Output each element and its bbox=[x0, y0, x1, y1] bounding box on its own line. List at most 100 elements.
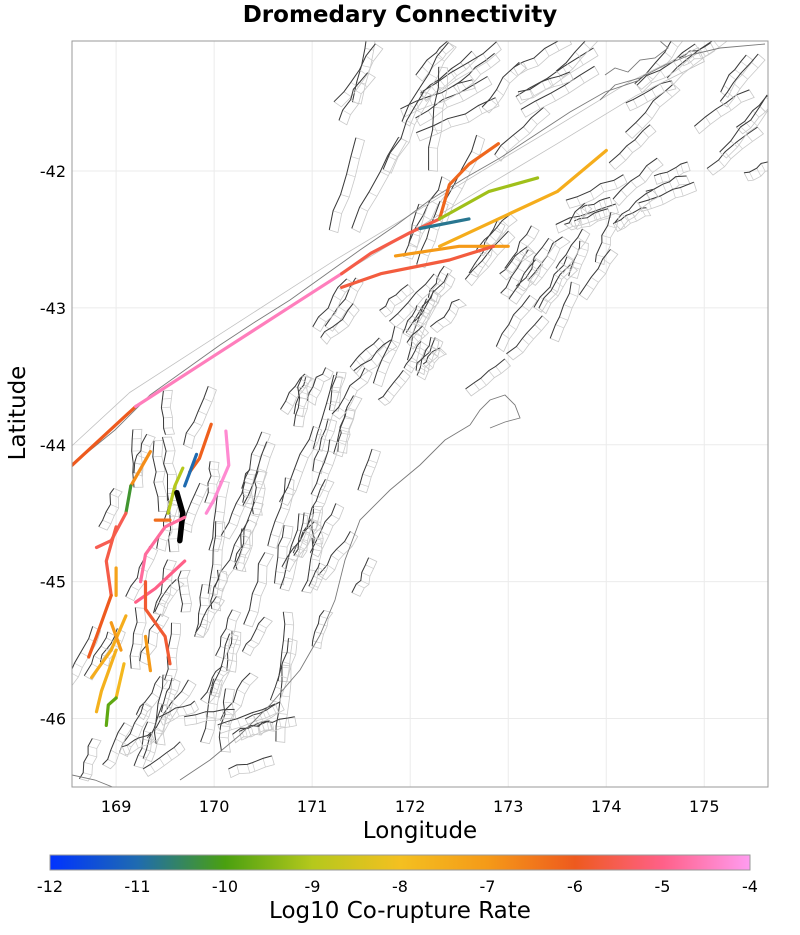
fault-dip-panel-divider bbox=[427, 301, 436, 308]
fault-trace bbox=[608, 124, 651, 164]
fault-dip-panel-divider bbox=[231, 638, 241, 641]
fault-dip-panel-divider bbox=[241, 680, 251, 686]
fault-dip-panel-divider bbox=[640, 207, 646, 217]
fault-dip-panel-divider bbox=[314, 537, 324, 539]
fault-dip-panel-divider bbox=[628, 209, 636, 217]
fault-dip-panel-divider bbox=[519, 284, 527, 291]
fault-dip-panel-divider bbox=[80, 652, 89, 658]
fault-dip-panel-divider bbox=[117, 732, 127, 737]
fault-dip-panel-divider bbox=[331, 514, 340, 520]
fault-dip-panel-divider bbox=[371, 359, 378, 367]
fault-trace bbox=[275, 664, 283, 742]
fault-dip-panel-divider bbox=[297, 386, 307, 389]
fault-dip-panel-divider bbox=[569, 292, 578, 297]
fault-dip-panel-divider bbox=[589, 190, 595, 200]
fault-trace bbox=[594, 212, 612, 263]
fault-dip-panel-divider bbox=[565, 254, 574, 261]
fault-dip-panel-divider bbox=[345, 298, 353, 305]
fault-dip-panel-divider bbox=[381, 359, 391, 364]
fault-trace bbox=[406, 325, 423, 343]
fault-trace bbox=[200, 665, 223, 700]
fault-trace bbox=[309, 503, 337, 553]
fault-trace bbox=[280, 373, 306, 410]
section-moonlight-upper bbox=[139, 515, 187, 584]
fault-dip-panel-divider bbox=[526, 332, 534, 340]
fault-dip-panel-divider bbox=[130, 655, 140, 658]
fault-dip-panel-divider bbox=[387, 390, 395, 397]
fault-dip-panel-divider bbox=[409, 338, 417, 346]
fault-dip-panel-divider bbox=[521, 305, 530, 312]
fault-dip-panel-divider bbox=[166, 752, 172, 761]
fault-dip-panel-divider bbox=[666, 172, 671, 181]
fault-dip-panel-divider bbox=[344, 417, 354, 420]
fault-dip-panel-divider bbox=[298, 407, 308, 410]
fault-dip-panel-divider bbox=[415, 350, 423, 356]
fault-trace bbox=[694, 89, 750, 127]
fault-trace bbox=[207, 521, 217, 594]
fault-trace bbox=[72, 626, 94, 671]
fault-trace bbox=[614, 189, 653, 224]
fault-dip-panel-divider bbox=[236, 689, 246, 695]
fault-dip-panel-divider bbox=[280, 695, 290, 698]
fault-dip-panel-divider bbox=[553, 274, 562, 280]
fault-dip-panel-divider bbox=[319, 449, 329, 453]
fault-dip-panel-divider bbox=[383, 344, 390, 352]
fault-trace bbox=[328, 137, 357, 230]
fault-trace bbox=[279, 513, 300, 589]
fault-dip-panel-divider bbox=[133, 633, 143, 635]
fault-dip-panel-divider bbox=[248, 494, 258, 499]
fault-dip-panel-divider bbox=[235, 503, 245, 508]
fault-dip-panel-divider bbox=[162, 688, 172, 690]
fault-dip-panel-divider bbox=[564, 85, 570, 94]
fault-dip-panel-divider bbox=[394, 381, 402, 388]
fault-dip-panel-divider bbox=[482, 53, 489, 62]
fault-dip-panel-divider bbox=[467, 62, 474, 71]
fault-dip-panel-divider bbox=[600, 183, 605, 193]
fault-dip-panel-divider bbox=[576, 254, 586, 258]
fault-dip-panel-divider bbox=[227, 652, 237, 655]
fault-trace bbox=[645, 175, 687, 192]
fault-dip-panel-divider bbox=[430, 297, 439, 304]
section-south-2 bbox=[143, 634, 152, 673]
fault-dip-panel-divider bbox=[696, 50, 703, 59]
fault-dip-panel-divider bbox=[312, 640, 322, 644]
fault-trace bbox=[242, 441, 268, 506]
fault-dip-panel-divider bbox=[421, 358, 430, 364]
fault-dip-panel-divider bbox=[472, 84, 478, 94]
y-tick-label: -43 bbox=[40, 299, 66, 318]
fault-dip-panel-divider bbox=[746, 134, 753, 142]
fault-dip-panel-divider bbox=[450, 72, 457, 81]
fault-dip-panel-divider bbox=[464, 113, 470, 123]
fault-dip-panel-divider bbox=[530, 117, 538, 125]
x-tick-label: 170 bbox=[199, 797, 230, 816]
fault-trace bbox=[706, 126, 758, 169]
fault-dip-panel-divider bbox=[243, 496, 253, 499]
fault-dip-panel-divider bbox=[451, 302, 459, 309]
fault-dip-panel-divider bbox=[534, 256, 542, 263]
fault-dip-panel-divider bbox=[303, 384, 313, 389]
section-pisa-east bbox=[204, 429, 231, 515]
fault-trace bbox=[653, 161, 688, 177]
fault-trace bbox=[184, 708, 235, 718]
fault-dip-panel-divider bbox=[325, 428, 335, 433]
fault-dip-panel-divider bbox=[607, 225, 617, 229]
fault-dip-panel-divider bbox=[343, 91, 352, 98]
fault-dip-panel-divider bbox=[740, 73, 748, 80]
fault-dip-panel-divider bbox=[215, 671, 224, 677]
fault-dip-panel-divider bbox=[309, 439, 318, 444]
y-tick-label: -46 bbox=[40, 710, 66, 729]
fault-dip-panel-divider bbox=[233, 701, 242, 707]
fault-dip-panel-divider bbox=[652, 100, 661, 108]
fault-trace bbox=[239, 720, 270, 732]
fault-dip-panel-divider bbox=[418, 89, 427, 95]
fault-trace bbox=[293, 376, 303, 427]
fault-dip-panel-divider bbox=[171, 633, 181, 636]
fault-dip-panel-divider bbox=[360, 377, 368, 383]
fault-dip-panel-divider bbox=[149, 629, 158, 635]
fault-dip-panel-divider bbox=[229, 559, 239, 565]
fault-dip-panel-divider bbox=[549, 78, 554, 87]
fault-dip-panel-divider bbox=[642, 130, 649, 138]
fault-trace bbox=[217, 703, 276, 726]
y-axis-label: Latitude bbox=[5, 365, 31, 461]
fault-trace bbox=[183, 386, 209, 446]
